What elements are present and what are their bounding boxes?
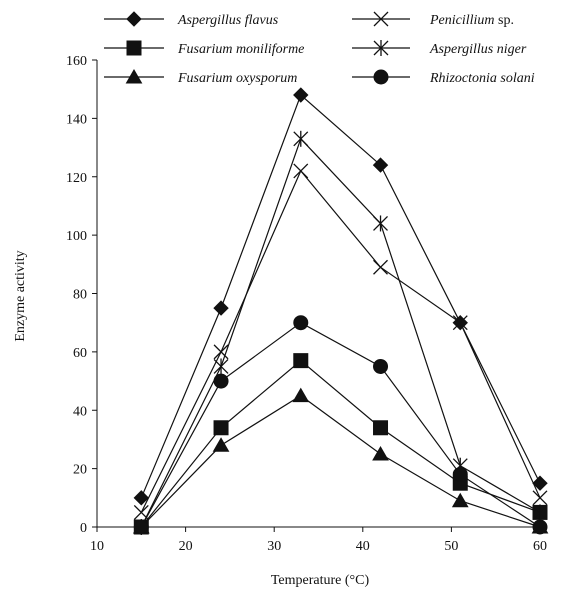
series-aspergillus-flavus: [133, 87, 548, 506]
legend-item: Aspergillus flavus: [104, 11, 279, 28]
data-point: [373, 259, 388, 275]
legend: Aspergillus flavus Fusarium moniliforme Fu…: [104, 11, 535, 86]
data-point: [373, 358, 389, 374]
data-point: [293, 163, 309, 179]
series-line: [140, 137, 541, 528]
data-point: [293, 353, 309, 369]
legend-label: Aspergillus flavus: [177, 13, 279, 28]
y-tick-label: 20: [73, 463, 87, 478]
data-point: [452, 315, 468, 331]
series-fusarium-moniliforme: [133, 353, 548, 535]
data-point: [373, 215, 388, 232]
data-point: [133, 490, 150, 506]
y-tick-label: 80: [73, 288, 87, 303]
x-tick-label: 60: [533, 539, 547, 554]
legend-item: Fusarium oxysporum: [104, 68, 297, 86]
y-tick-label: 100: [66, 229, 87, 244]
series-line: [140, 394, 541, 528]
x-tick-label: 10: [90, 539, 104, 554]
y-tick-label: 140: [66, 112, 87, 127]
x-tick-label: 20: [179, 539, 193, 554]
legend-item: Rhizoctonia solani: [352, 69, 535, 86]
data-point: [452, 466, 468, 482]
data-point: [213, 358, 229, 375]
data-point: [372, 157, 389, 173]
x-axis-title: Temperature (°C): [271, 573, 370, 588]
x-tick-label: 40: [356, 539, 370, 554]
legend-marker: [373, 11, 389, 27]
data-point: [532, 490, 548, 506]
x-axis: 10 20 30 40 50 60: [90, 526, 547, 554]
series-line: [140, 169, 541, 513]
data-point: [213, 373, 229, 389]
series-fusarium-oxysporum: [132, 387, 549, 534]
legend-label: Fusarium oxysporum: [177, 71, 297, 86]
y-tick-label: 120: [66, 171, 87, 186]
data-point: [293, 315, 309, 331]
x-tick-label: 50: [444, 539, 458, 554]
y-tick-label: 0: [80, 521, 87, 536]
series-line: [140, 359, 541, 528]
legend-item: Aspergillus niger: [352, 40, 527, 57]
data-point: [372, 446, 389, 461]
y-tick-label: 160: [66, 54, 87, 69]
data-point: [292, 387, 310, 403]
series-aspergillus-niger: [133, 130, 548, 535]
x-tick-label: 30: [267, 539, 281, 554]
data-point: [293, 130, 309, 147]
data-point: [451, 492, 469, 508]
legend-marker: [125, 68, 143, 84]
data-point: [213, 420, 229, 436]
legend-label: Fusarium moniliforme: [177, 42, 304, 57]
series-penicillium: [133, 163, 548, 520]
legend-label: Rhizoctonia solani: [429, 71, 535, 86]
legend-item: Penicillium sp.: [352, 11, 514, 28]
data-point: [293, 87, 309, 103]
series-line: [140, 94, 541, 499]
y-tick-label: 40: [73, 404, 87, 419]
series-rhizoctonia-solani: [133, 315, 548, 535]
legend-marker: [126, 40, 142, 56]
legend-marker: [373, 40, 389, 56]
legend-label: Aspergillus niger: [429, 42, 527, 57]
plot-area: [132, 87, 549, 535]
legend-label: Penicillium sp.: [429, 13, 514, 28]
legend-item: Fusarium moniliforme: [104, 40, 304, 57]
y-tick-label: 60: [73, 346, 87, 361]
y-axis: 0 20 40 60 80 100 120 140 160: [66, 54, 98, 536]
data-point: [213, 300, 229, 316]
y-axis-title: Enzyme activity: [13, 250, 28, 341]
data-point: [212, 437, 230, 452]
data-point: [373, 420, 389, 436]
legend-marker: [126, 11, 142, 27]
data-point: [532, 504, 548, 521]
data-point: [532, 475, 548, 491]
legend-marker: [373, 69, 389, 85]
series-line: [140, 321, 541, 528]
data-point: [213, 344, 229, 360]
